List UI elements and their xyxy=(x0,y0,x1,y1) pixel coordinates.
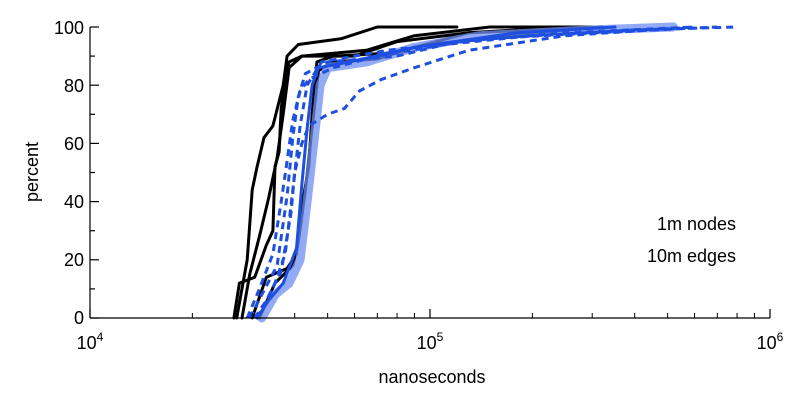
x-tick-label-1e5: 105 xyxy=(417,330,444,353)
series-line-5 xyxy=(257,22,678,323)
series-line-7 xyxy=(245,25,738,319)
series-line-3 xyxy=(250,25,604,320)
y-tick-label-20: 20 xyxy=(64,250,84,270)
y-tick-label-0: 0 xyxy=(74,308,84,328)
y-axis-label: percent xyxy=(22,142,42,202)
y-tick-label-80: 80 xyxy=(64,76,84,96)
x-tick-base-1e6: 10 xyxy=(757,333,777,353)
y-tick-label-100: 100 xyxy=(54,18,84,38)
x-tick-exp-1e5: 5 xyxy=(437,330,444,344)
x-tick-base-1e5: 10 xyxy=(417,333,437,353)
y-tick-label-60: 60 xyxy=(64,134,84,154)
axes-layer xyxy=(89,26,771,319)
series-line-6 xyxy=(255,25,617,320)
annotation-nodes: 1m nodes xyxy=(657,214,736,234)
series-line-10 xyxy=(255,25,718,319)
series-line-2 xyxy=(240,25,594,320)
x-tick-exp-1e6: 6 xyxy=(777,330,784,344)
x-tick-label-1e4: 104 xyxy=(77,330,104,353)
y-tick-label-40: 40 xyxy=(64,192,84,212)
x-tick-base-1e4: 10 xyxy=(77,333,97,353)
x-axis-label: nanoseconds xyxy=(378,367,485,387)
series-layer xyxy=(232,22,738,323)
x-tick-exp-1e4: 4 xyxy=(97,330,104,344)
annotation-edges: 10m edges xyxy=(647,246,736,266)
series-line-1 xyxy=(235,25,459,320)
x-tick-label-1e6: 106 xyxy=(757,330,784,353)
series-line-9 xyxy=(248,25,695,319)
